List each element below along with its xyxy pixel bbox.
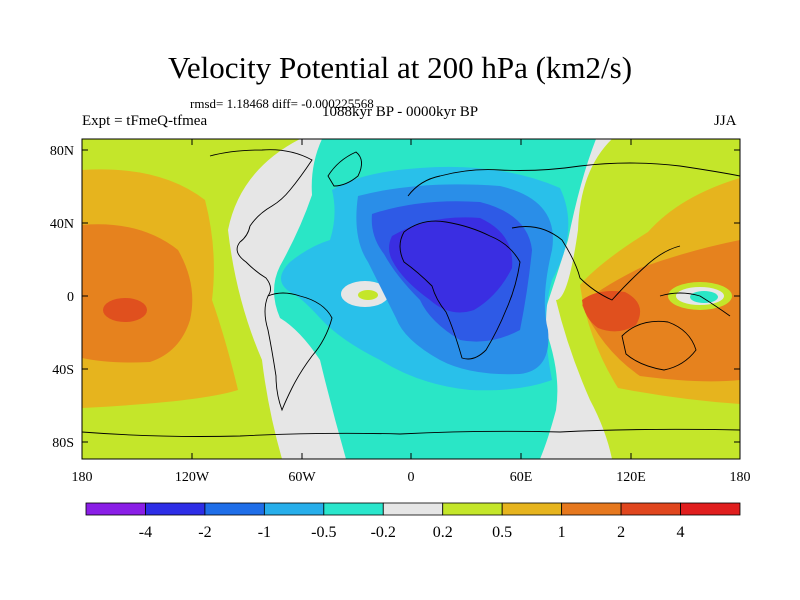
lon-tick-label: 120W <box>175 470 210 485</box>
colorbar-label: -2 <box>198 524 211 541</box>
coast-antarctica <box>82 428 740 437</box>
contour-pos2-pacific-west <box>103 298 147 322</box>
colorbar-label: 2 <box>617 524 625 541</box>
lat-tick-label: 40S <box>52 363 74 378</box>
colorbar-label: -4 <box>139 524 152 541</box>
colorbar-swatch <box>442 502 503 516</box>
colorbar-swatch <box>501 502 563 516</box>
lon-tick-label: 120E <box>616 470 646 485</box>
colorbar-swatch <box>204 502 265 516</box>
season-label: JJA <box>714 113 737 129</box>
coast-north-america <box>209 149 313 297</box>
axis-ticks <box>81 139 741 459</box>
lat-tick-label: 80N <box>50 144 74 159</box>
colorbar-label: 4 <box>677 524 685 541</box>
contour-pos1-pacific-east <box>582 240 740 382</box>
coast-eurasia-north <box>407 162 740 197</box>
lon-tick-labels: 180 120W 60W 0 60E 120E 180 <box>72 470 751 485</box>
contour-pos2-pacific-east <box>582 291 641 332</box>
coast-south-asia <box>511 226 681 301</box>
colorbar-swatch <box>561 502 622 516</box>
colorbar-swatch <box>680 502 741 516</box>
contour-field <box>82 139 740 459</box>
lon-tick-label: 60W <box>288 470 316 485</box>
contour-pos1-pacific-west <box>82 224 193 363</box>
colorbar-label: 1 <box>558 524 566 541</box>
colorbar-swatch <box>85 502 146 516</box>
lon-tick-label: 180 <box>72 470 93 485</box>
colorbar-label: -0.5 <box>311 524 336 541</box>
contour-pos02-atlantic-hole <box>358 290 378 300</box>
colorbar-swatch <box>323 502 384 516</box>
coast-south-america <box>264 292 333 412</box>
colorbar-swatch <box>145 502 206 516</box>
lat-tick-label: 40N <box>50 217 74 232</box>
lon-tick-label: 180 <box>730 470 751 485</box>
coast-maritime-continent <box>659 292 731 317</box>
colorbar-label: -1 <box>258 524 271 541</box>
colorbar <box>85 502 741 516</box>
coastlines <box>82 149 740 437</box>
colorbar-labels: -4 -2 -1 -0.5 -0.2 0.2 0.5 1 2 4 <box>139 524 685 541</box>
lat-tick-label: 0 <box>67 290 74 305</box>
colorbar-swatch <box>620 502 681 516</box>
colorbar-label: 0.5 <box>492 524 512 541</box>
coast-australia <box>621 320 697 371</box>
lon-tick-label: 0 <box>408 470 415 485</box>
colorbar-swatch <box>263 502 325 516</box>
colorbar-swatch <box>382 502 444 516</box>
coast-greenland <box>327 151 362 187</box>
lat-tick-labels: 80N 40N 0 40S 80S <box>50 144 74 451</box>
period-label: 1088kyr BP - 0000kyr BP <box>322 104 479 120</box>
lon-tick-label: 60E <box>510 470 533 485</box>
experiment-label: Expt = tFmeQ-tfmea <box>82 113 208 129</box>
colorbar-label: 0.2 <box>433 524 453 541</box>
coast-africa <box>399 220 521 360</box>
contour-neg02-pacific-east-hole <box>690 291 718 303</box>
map-title: Velocity Potential at 200 hPa (km2/s) <box>167 50 633 85</box>
contour-neg4-africa <box>389 217 513 313</box>
lat-tick-label: 80S <box>52 436 74 451</box>
rmsd-diff-stats: rmsd= 1.18468 diff= -0.000225568 <box>190 96 374 111</box>
colorbar-label: -0.2 <box>371 524 396 541</box>
